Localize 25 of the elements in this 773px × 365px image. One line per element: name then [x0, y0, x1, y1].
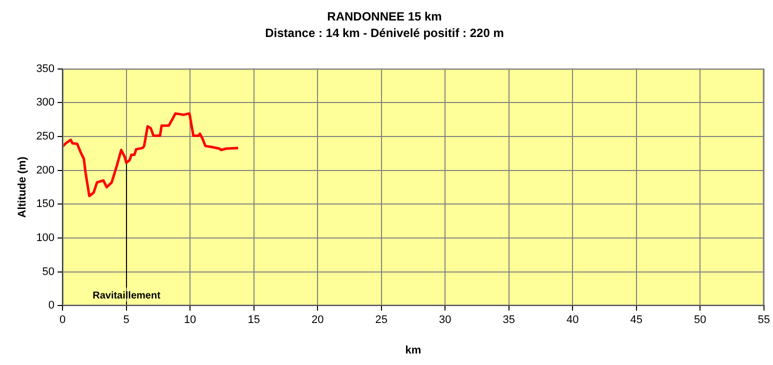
- chart-subtitle: Distance : 14 km - Dénivelé positif : 220 m: [265, 26, 504, 40]
- y-tick-label: 200: [36, 164, 55, 176]
- x-tick-label: 10: [184, 314, 196, 326]
- x-tick-label: 40: [566, 314, 579, 326]
- x-tick-label: 45: [630, 314, 642, 326]
- y-tick-label: 100: [36, 232, 55, 244]
- y-tick-label: 150: [36, 198, 55, 210]
- x-tick-label: 5: [123, 314, 130, 326]
- x-tick-label: 0: [59, 314, 66, 326]
- x-tick-label: 20: [311, 314, 324, 326]
- y-tick-label: 250: [36, 130, 55, 142]
- x-tick-label: 55: [758, 314, 770, 326]
- chart-title: RANDONNEE 15 km: [327, 10, 442, 24]
- y-axis-title: Altitude (m): [16, 156, 29, 218]
- x-tick-label: 30: [438, 314, 452, 326]
- ref-line-label: Ravitaillement: [92, 290, 162, 302]
- x-tick-label: 35: [502, 314, 515, 326]
- x-tick-label: 50: [694, 314, 706, 326]
- x-axis-title: km: [405, 344, 422, 356]
- y-tick-label: 350: [36, 62, 55, 75]
- x-tick-label: 25: [375, 314, 388, 326]
- y-tick-label: 0: [48, 300, 55, 312]
- x-tick-label: 15: [248, 314, 260, 326]
- y-tick-label: 50: [42, 266, 55, 278]
- y-tick-label: 300: [36, 96, 55, 109]
